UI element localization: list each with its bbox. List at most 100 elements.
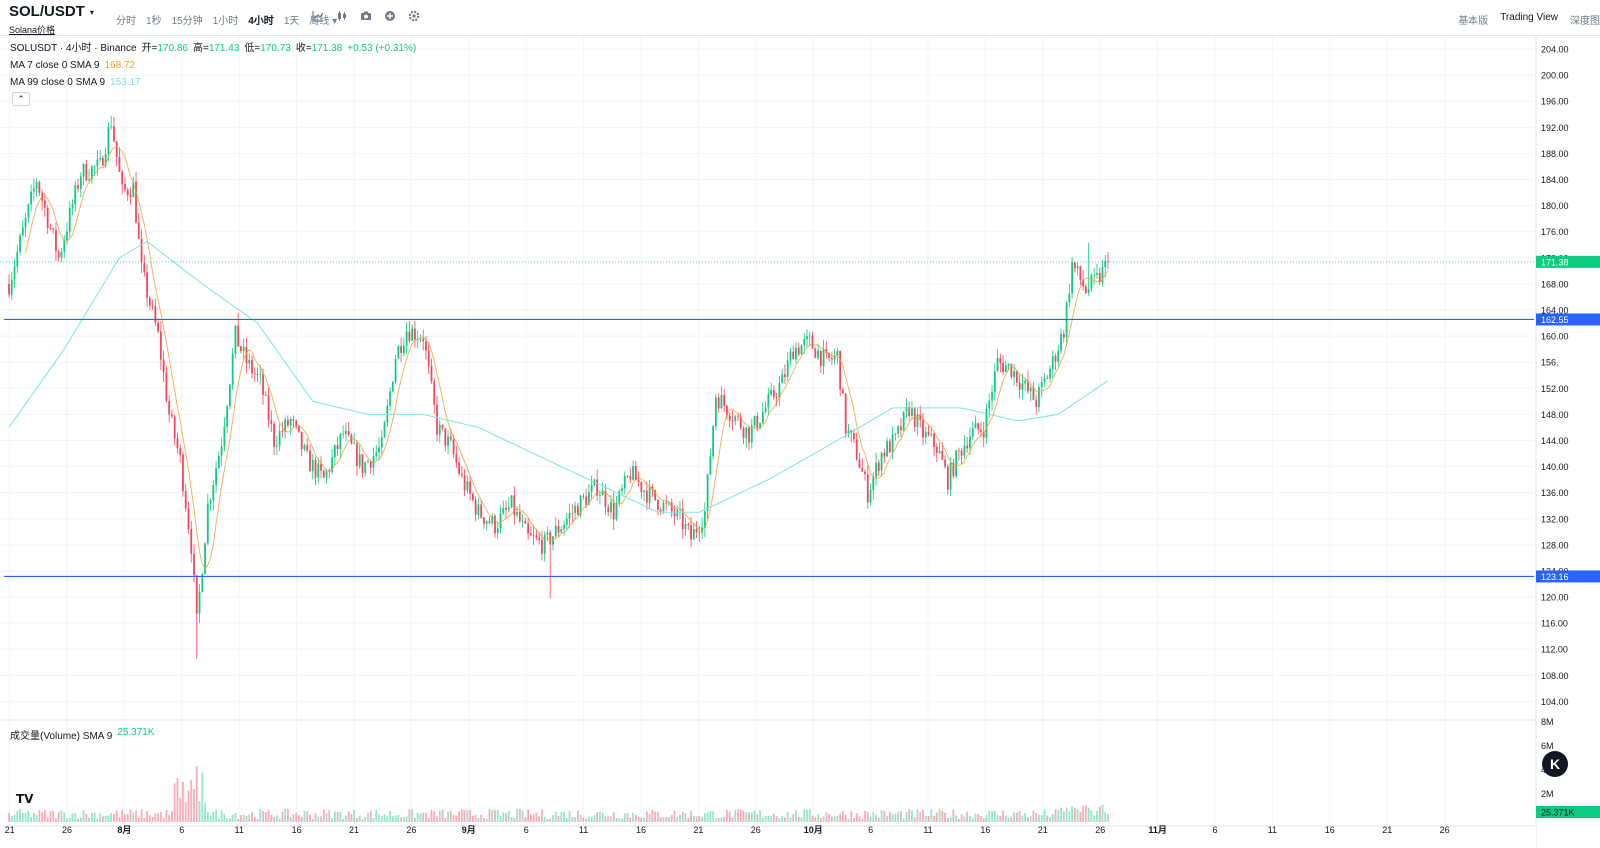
candle-body: [491, 516, 494, 523]
candle-body: [311, 460, 314, 472]
camera-icon[interactable]: [360, 10, 372, 22]
volume-bar: [193, 788, 195, 822]
volume-bar: [358, 815, 361, 822]
settings-icon[interactable]: [408, 10, 420, 22]
volume-bar: [690, 810, 692, 822]
view-tab-depth[interactable]: 深度图: [1570, 16, 1600, 27]
volume-bar: [325, 813, 328, 822]
volume-bar: [949, 816, 952, 822]
interval-tab[interactable]: 15分钟: [171, 16, 203, 27]
candle-body: [187, 508, 190, 530]
ma7-row[interactable]: MA 7 close 0 SMA 9 168.72: [10, 57, 416, 74]
collapse-legend-button[interactable]: ⌃: [12, 92, 30, 106]
volume-bar: [118, 817, 121, 822]
candle-body: [750, 425, 753, 443]
ma99-row[interactable]: MA 99 close 0 SMA 9 153.17: [10, 74, 416, 91]
plot-background: [0, 36, 1534, 826]
add-icon[interactable]: [384, 10, 396, 22]
price-tick-label: 156.: [1541, 358, 1559, 368]
volume-bar: [226, 818, 229, 822]
candle-body: [991, 392, 993, 401]
candle-body: [579, 495, 582, 516]
candle-body: [148, 297, 151, 306]
candle-body: [331, 457, 333, 472]
k-assistant-button[interactable]: K: [1542, 751, 1568, 777]
candle-body: [969, 436, 971, 449]
view-tab-basic[interactable]: 基本版: [1458, 16, 1489, 27]
volume-bar: [1098, 806, 1101, 822]
candle-body: [623, 476, 626, 489]
candle-body: [756, 416, 759, 428]
candle-body: [811, 335, 814, 349]
volume-bar: [441, 809, 444, 822]
candle-body: [328, 470, 331, 472]
candle-body: [289, 419, 292, 426]
candle-body: [32, 188, 35, 192]
symbol-info: SOLUSDT · 4小时 · Binance: [10, 43, 137, 54]
candle-body: [38, 182, 41, 193]
time-axis: [0, 826, 1536, 848]
volume-bar: [974, 813, 977, 822]
candle-body: [985, 408, 988, 438]
candle-body: [361, 454, 364, 473]
candle-body: [458, 462, 460, 474]
volume-bar: [356, 817, 358, 822]
candle-body: [24, 217, 27, 228]
volume-bar: [1076, 809, 1079, 822]
volume-bar: [861, 818, 864, 822]
candle-body: [427, 350, 430, 366]
candle-body: [706, 474, 709, 512]
price-tick-label: 140.00: [1541, 462, 1569, 472]
price-tick-label: 144.00: [1541, 436, 1569, 446]
candle-body: [900, 426, 902, 431]
candle-body: [436, 404, 438, 435]
pair-selector[interactable]: SOL/USDT ▾: [9, 3, 94, 20]
price-tick-label: 116.00: [1541, 619, 1568, 629]
volume-bar: [331, 818, 333, 822]
volume-bar: [182, 782, 184, 822]
volume-bar: [284, 809, 287, 822]
candle-body: [1029, 387, 1032, 392]
volume-bar: [1007, 818, 1010, 822]
candle-body: [270, 420, 273, 424]
candle-body: [430, 365, 433, 382]
interval-tab[interactable]: 周线 ▾: [309, 16, 338, 27]
volume-bar: [599, 811, 601, 822]
candle-body: [422, 338, 425, 342]
volume-bar: [314, 813, 317, 822]
interval-tab[interactable]: 1秒: [146, 16, 162, 27]
volume-bar: [811, 815, 814, 822]
candle-type-icon[interactable]: [336, 10, 348, 22]
candle-body: [1007, 363, 1010, 366]
candle-body: [1098, 273, 1101, 283]
volume-bar: [372, 818, 375, 822]
tradingview-logo[interactable]: TV: [16, 792, 34, 806]
chart-area[interactable]: 204.00 200.00 196.00 192.00 188.00 184.00 180.…: [0, 36, 1600, 848]
candle-body: [538, 537, 541, 540]
volume-bar: [353, 809, 356, 822]
candle-body: [541, 539, 543, 554]
indicator-icon[interactable]: [312, 10, 324, 22]
interval-tab-active[interactable]: 4小时: [248, 16, 274, 27]
volume-bar: [844, 814, 847, 822]
volume-bar: [593, 815, 596, 822]
price-chart[interactable]: 204.00 200.00 196.00 192.00 188.00 184.00 180.…: [0, 36, 1600, 848]
volume-bar: [668, 816, 670, 822]
interval-tab[interactable]: 1小时: [212, 16, 239, 27]
candle-body: [880, 452, 883, 471]
candle-body: [394, 358, 397, 382]
volume-bar: [82, 810, 85, 822]
volume-bar: [104, 815, 107, 822]
interval-tab[interactable]: 分时: [116, 16, 136, 27]
interval-tab[interactable]: 1天: [283, 16, 300, 27]
pair-price-link[interactable]: Solana价格: [9, 25, 56, 35]
volume-bar: [251, 811, 253, 822]
view-tab-tradingview[interactable]: Trading View: [1500, 12, 1558, 23]
volume-bar: [322, 809, 325, 822]
candle-body: [673, 511, 676, 517]
candle-body: [140, 238, 143, 263]
candle-body: [1104, 260, 1107, 268]
volume-bar: [698, 815, 701, 822]
volume-bar: [259, 809, 262, 822]
volume-bar: [333, 811, 336, 822]
